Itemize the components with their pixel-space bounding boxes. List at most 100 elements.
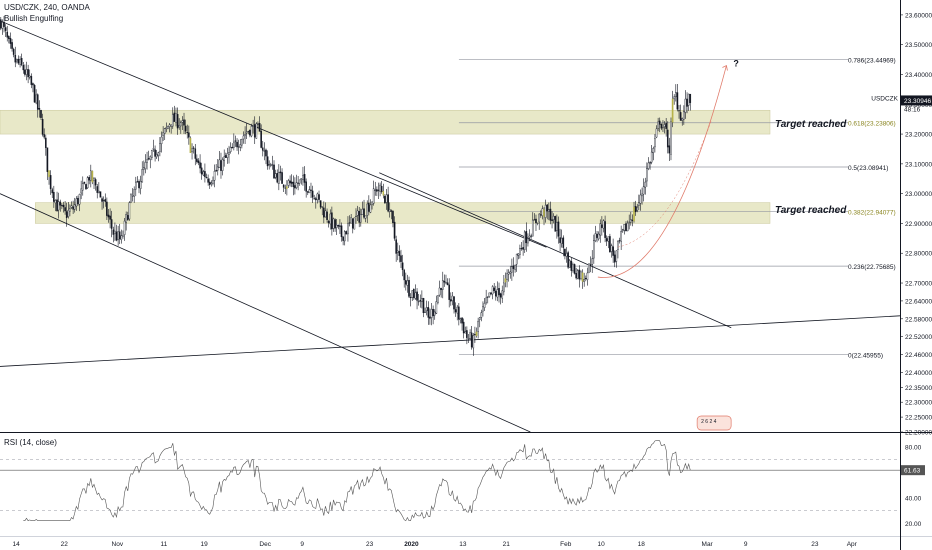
candle-body [416, 291, 418, 301]
time-tick-label: 22 [61, 541, 69, 548]
candle-body [478, 317, 481, 320]
candle-body [70, 205, 73, 208]
candle-body [509, 271, 512, 274]
candle-body [216, 166, 219, 171]
candle-body [146, 159, 148, 163]
candle-body [310, 189, 312, 191]
candle-body [205, 177, 208, 179]
candle-body [639, 194, 642, 204]
candle-body [655, 128, 658, 138]
candle-body [250, 126, 253, 137]
candle-body [86, 177, 89, 189]
candle-body [424, 311, 426, 313]
candle-body [634, 206, 637, 213]
time-tick-label: 11 [161, 541, 168, 548]
candle-body [594, 233, 597, 241]
candle-body [302, 175, 304, 181]
candle-body [646, 167, 648, 182]
target-label-upper: Target reached [775, 119, 847, 130]
candle-body [384, 196, 386, 204]
candle-body [689, 93, 692, 103]
candle-body [20, 57, 23, 65]
candle-body [485, 297, 487, 303]
candle-body [176, 114, 179, 129]
candle-body [440, 288, 442, 290]
candle-body [374, 189, 377, 191]
candle-body [290, 181, 293, 184]
candle-body [621, 229, 624, 232]
candle-body [135, 181, 137, 190]
candle-body [597, 233, 600, 240]
candle-body [472, 335, 475, 349]
candle-body [684, 98, 687, 113]
candle-body [175, 113, 177, 123]
engulfing-candle [504, 278, 507, 283]
time-tick-label: 2020 [404, 541, 419, 548]
candle-body [300, 178, 303, 180]
candle-body [61, 205, 63, 207]
candle-body [486, 296, 489, 298]
candle-body [245, 131, 248, 134]
candle-body [464, 331, 467, 334]
candle-body [453, 296, 455, 310]
candle-body [35, 94, 37, 104]
candle-body [625, 223, 627, 232]
candle-body [64, 207, 66, 212]
candle-body [229, 147, 232, 152]
time-tick-label: 9 [300, 541, 304, 548]
candle-body [429, 316, 431, 319]
candle-body [551, 219, 553, 222]
candle-body [369, 204, 372, 213]
candle-body [208, 181, 211, 186]
candle-body [493, 287, 495, 291]
candle-body [342, 236, 344, 241]
candle-body [152, 148, 155, 150]
candle-body [279, 171, 282, 174]
candle-body [396, 250, 399, 253]
candle-body [570, 261, 573, 271]
candle-body [96, 186, 99, 193]
fib-label-0: 0(22.45955) [848, 353, 883, 360]
candle-body [530, 235, 532, 237]
candle-body [556, 222, 558, 231]
candle-body [422, 298, 425, 314]
candle-body [3, 21, 5, 27]
candle-body [612, 246, 614, 256]
candle-body [609, 236, 611, 253]
candle-body [4, 27, 7, 31]
candle-body [147, 158, 150, 160]
candle-body [650, 151, 653, 163]
candle-body [11, 42, 13, 49]
candle-body [213, 170, 216, 181]
candle-body [469, 332, 471, 339]
price-tick-label: 22.20000 [905, 430, 932, 437]
candle-body [636, 206, 639, 211]
candle-body [588, 263, 590, 273]
candle-body [615, 250, 618, 262]
candle-body [173, 112, 176, 122]
candle-body [470, 332, 473, 348]
candle-body [535, 218, 537, 224]
candle-body [580, 271, 582, 279]
candle-body [287, 180, 290, 186]
candle-body [617, 241, 619, 251]
candle-body [596, 233, 598, 238]
candle-body [69, 208, 71, 212]
time-tick-label: 23 [366, 541, 374, 548]
candle-body [144, 162, 147, 169]
candle-body [414, 292, 417, 299]
candle-body [295, 182, 298, 188]
candle-body [72, 206, 74, 210]
candle-body [266, 156, 269, 167]
candle-body [215, 169, 217, 172]
candle-body [59, 201, 62, 206]
candle-body [405, 280, 407, 285]
candle-body [515, 253, 518, 265]
price-tick-label: 22.52000 [905, 334, 932, 341]
time-tick-label: 13 [459, 541, 467, 548]
trendline-1 [0, 20, 547, 248]
candle-body [567, 252, 569, 268]
candle-body [94, 179, 97, 186]
candle-body [131, 195, 134, 197]
